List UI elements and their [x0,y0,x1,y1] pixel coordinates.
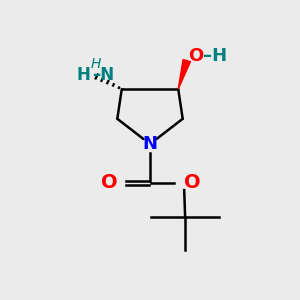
Text: H: H [90,57,101,71]
Text: O: O [101,173,117,192]
Polygon shape [178,59,190,89]
Text: N: N [142,135,158,153]
Text: –H: –H [203,47,227,65]
Text: –N: –N [92,66,114,84]
Text: O: O [184,173,201,192]
Text: O: O [188,47,203,65]
Text: H: H [76,66,90,84]
